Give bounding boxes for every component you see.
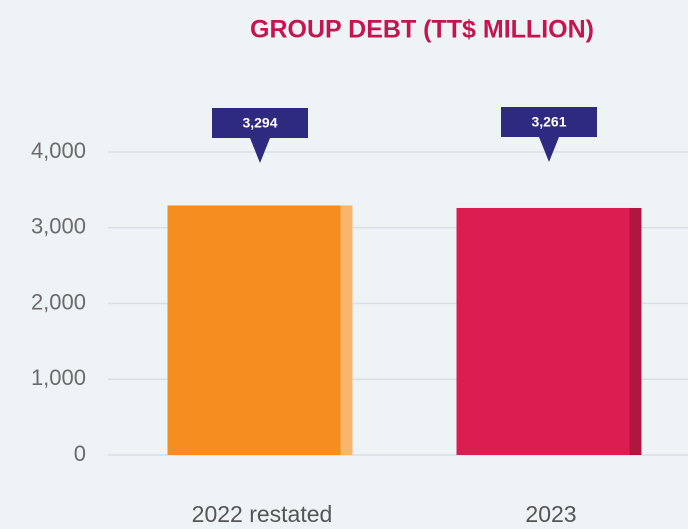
y-tick-label: 4,000 [31, 138, 86, 163]
data-label: 3,261 [531, 114, 566, 130]
callout [212, 108, 308, 163]
chart-title: GROUP DEBT (TT$ MILLION) [250, 16, 594, 44]
y-tick-label: 1,000 [31, 365, 86, 390]
x-tick-label: 2023 [525, 501, 576, 527]
y-tick-label: 3,000 [31, 214, 86, 239]
data-label: 3,294 [242, 115, 277, 131]
y-tick-label: 0 [74, 441, 86, 466]
bar [167, 205, 353, 455]
bar [456, 207, 642, 455]
bar-edge [629, 207, 642, 455]
x-tick-label: 2022 restated [192, 501, 333, 527]
bar-edge [340, 205, 353, 455]
y-tick-label: 2,000 [31, 289, 86, 314]
callout [501, 107, 597, 162]
